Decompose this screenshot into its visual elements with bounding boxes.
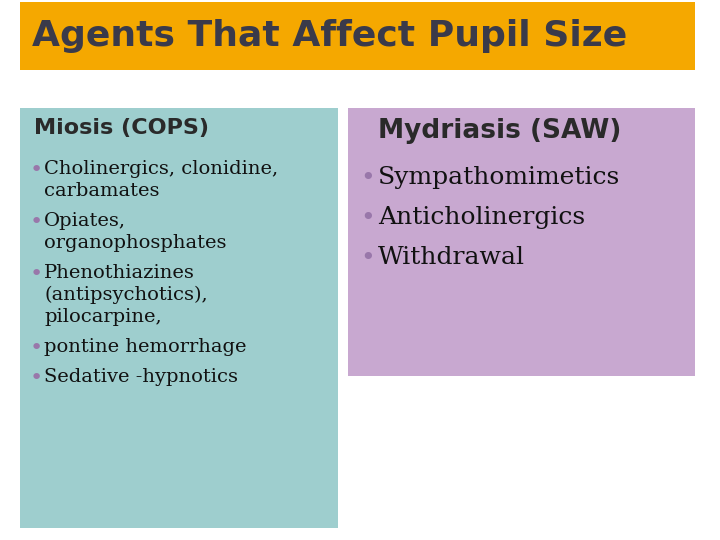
Text: •: •	[30, 212, 43, 232]
Text: •: •	[30, 264, 43, 284]
FancyBboxPatch shape	[20, 108, 338, 528]
FancyBboxPatch shape	[348, 108, 695, 376]
Text: •: •	[30, 368, 43, 388]
Text: •: •	[360, 206, 374, 230]
Text: (antipsychotics),: (antipsychotics),	[44, 286, 207, 304]
Text: Sympathomimetics: Sympathomimetics	[378, 166, 620, 189]
Text: Mydriasis (SAW): Mydriasis (SAW)	[378, 118, 621, 144]
Text: Anticholinergics: Anticholinergics	[378, 206, 585, 229]
Text: Sedative -hypnotics: Sedative -hypnotics	[44, 368, 238, 386]
Text: •: •	[30, 338, 43, 358]
Text: •: •	[360, 246, 374, 270]
Text: carbamates: carbamates	[44, 182, 160, 200]
Text: Miosis (COPS): Miosis (COPS)	[34, 118, 209, 138]
Text: •: •	[360, 166, 374, 190]
Text: pontine hemorrhage: pontine hemorrhage	[44, 338, 246, 356]
FancyBboxPatch shape	[20, 2, 695, 70]
Text: •: •	[30, 160, 43, 180]
Text: Opiates,: Opiates,	[44, 212, 126, 230]
Text: pilocarpine,: pilocarpine,	[44, 308, 161, 326]
Text: organophosphates: organophosphates	[44, 234, 227, 252]
Text: Agents That Affect Pupil Size: Agents That Affect Pupil Size	[32, 19, 627, 53]
Text: Phenothiazines: Phenothiazines	[44, 264, 195, 282]
Text: Cholinergics, clonidine,: Cholinergics, clonidine,	[44, 160, 278, 178]
Text: Withdrawal: Withdrawal	[378, 246, 525, 269]
